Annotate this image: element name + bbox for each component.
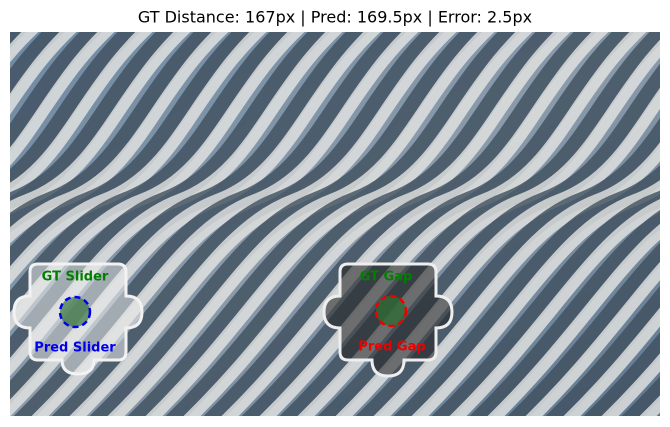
gt-slider-label: GT Slider bbox=[42, 270, 109, 285]
stripe bbox=[411, 180, 660, 416]
title: GT Distance: 167px | Pred: 169.5px | Err… bbox=[138, 8, 532, 27]
stripe bbox=[10, 32, 293, 317]
stripe bbox=[10, 32, 115, 166]
stripe bbox=[10, 32, 255, 271]
stripe bbox=[69, 32, 457, 416]
stripe bbox=[10, 32, 305, 332]
stripe bbox=[10, 32, 141, 190]
stripe bbox=[10, 32, 331, 362]
gt-gap-point bbox=[376, 296, 406, 326]
stripe bbox=[10, 32, 179, 210]
stripe bbox=[487, 223, 660, 416]
stripe bbox=[89, 32, 483, 416]
stripe bbox=[51, 32, 445, 416]
stripe bbox=[10, 32, 65, 97]
stripe bbox=[127, 32, 521, 416]
stripe bbox=[259, 32, 647, 416]
stripe bbox=[183, 32, 571, 416]
stripe bbox=[0, 10, 2, 427]
captcha-image bbox=[0, 10, 670, 427]
stripe bbox=[545, 285, 660, 416]
gt-gap-label: GT Gap bbox=[360, 270, 413, 285]
stripe bbox=[563, 307, 660, 416]
stripe bbox=[10, 32, 229, 244]
stripe bbox=[507, 242, 660, 416]
stripe bbox=[10, 32, 77, 115]
stripe bbox=[393, 165, 660, 416]
stripe bbox=[10, 32, 191, 215]
gap-piece: GT Gap Pred Gap bbox=[322, 262, 454, 378]
stripe bbox=[373, 142, 660, 416]
stripe bbox=[449, 199, 660, 416]
pred-slider-label: Pred Slider bbox=[34, 341, 116, 356]
stripe bbox=[145, 32, 533, 416]
stripe bbox=[431, 190, 660, 416]
pred-gap-label: Pred Gap bbox=[358, 340, 425, 355]
stripe bbox=[10, 32, 217, 233]
stripe bbox=[221, 32, 609, 416]
stripe bbox=[107, 32, 495, 416]
stripe bbox=[10, 32, 267, 285]
stripe bbox=[661, 10, 670, 427]
pred-gap-circle bbox=[374, 294, 408, 328]
stripe bbox=[241, 32, 635, 416]
stripe bbox=[469, 210, 660, 416]
stripe bbox=[10, 32, 153, 197]
stripe bbox=[10, 32, 103, 151]
pred-slider-circle bbox=[58, 295, 92, 329]
stripe bbox=[203, 32, 597, 416]
gt-slider-point bbox=[60, 297, 90, 327]
stripe bbox=[165, 32, 559, 416]
slider-piece: GT Slider Pred Slider bbox=[12, 262, 144, 376]
stripe bbox=[525, 261, 660, 416]
